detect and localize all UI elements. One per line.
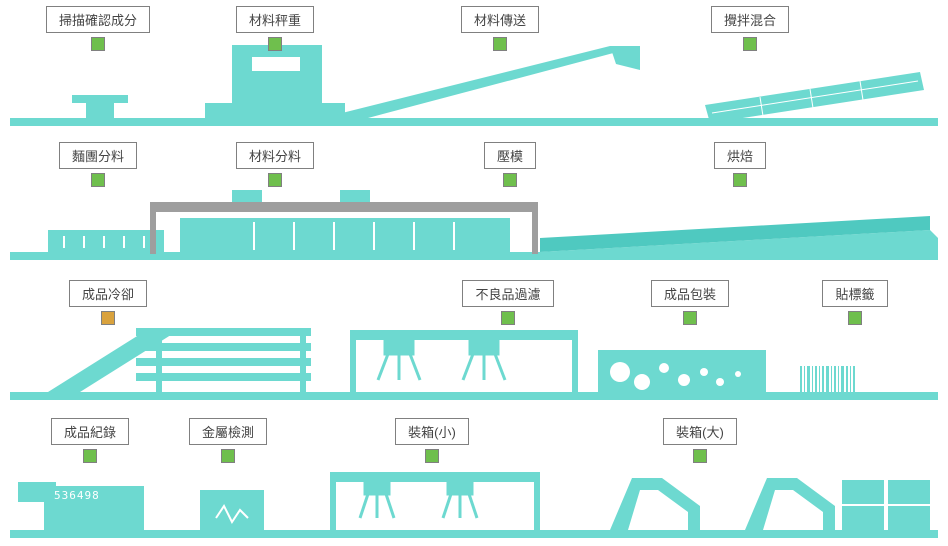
process-node-reject-filter[interactable]: 不良品過濾	[448, 280, 568, 325]
status-indicator	[91, 37, 105, 51]
process-node-label: 烘焙	[714, 142, 766, 169]
status-indicator	[493, 37, 507, 51]
process-node-label: 壓模	[484, 142, 536, 169]
status-indicator	[221, 449, 235, 463]
process-node-cooling[interactable]: 成品冷卻	[48, 280, 168, 325]
process-node-label: 成品紀錄	[51, 418, 129, 445]
process-node-box-large[interactable]: 裝箱(大)	[640, 418, 760, 463]
status-indicator	[743, 37, 757, 51]
process-node-packaging[interactable]: 成品包裝	[630, 280, 750, 325]
status-indicator	[83, 449, 97, 463]
status-indicator	[848, 311, 862, 325]
process-node-baking[interactable]: 烘焙	[680, 142, 800, 187]
process-node-scan-ingredient[interactable]: 掃描確認成分	[38, 6, 158, 51]
process-node-material-transfer[interactable]: 材料傳送	[440, 6, 560, 51]
process-node-metal-detect[interactable]: 金屬檢測	[168, 418, 288, 463]
process-node-label: 不良品過濾	[462, 280, 553, 307]
status-indicator	[268, 173, 282, 187]
status-indicator	[101, 311, 115, 325]
process-node-label: 成品冷卻	[69, 280, 147, 307]
process-node-labeling[interactable]: 貼標籤	[795, 280, 915, 325]
process-node-label: 裝箱(小)	[395, 418, 469, 445]
process-node-dough-split[interactable]: 麵團分料	[38, 142, 158, 187]
process-node-material-weigh[interactable]: 材料秤重	[215, 6, 335, 51]
process-node-record[interactable]: 成品紀錄	[30, 418, 150, 463]
status-indicator	[91, 173, 105, 187]
status-indicator	[501, 311, 515, 325]
process-node-label: 材料傳送	[461, 6, 539, 33]
process-node-label: 金屬檢測	[189, 418, 267, 445]
process-node-mix[interactable]: 攪拌混合	[690, 6, 810, 51]
status-indicator	[683, 311, 697, 325]
process-node-label: 麵團分料	[59, 142, 137, 169]
record-number: 536498	[54, 489, 100, 502]
process-node-label: 材料分料	[236, 142, 314, 169]
process-node-label: 裝箱(大)	[663, 418, 737, 445]
process-node-label: 掃描確認成分	[46, 6, 150, 33]
status-indicator	[733, 173, 747, 187]
status-indicator	[503, 173, 517, 187]
process-node-label: 攪拌混合	[711, 6, 789, 33]
process-node-material-split[interactable]: 材料分料	[215, 142, 335, 187]
status-indicator	[425, 449, 439, 463]
status-indicator	[268, 37, 282, 51]
process-node-label: 貼標籤	[822, 280, 887, 307]
process-node-label: 材料秤重	[236, 6, 314, 33]
process-node-label: 成品包裝	[651, 280, 729, 307]
process-node-molding[interactable]: 壓模	[450, 142, 570, 187]
process-node-box-small[interactable]: 裝箱(小)	[372, 418, 492, 463]
status-indicator	[693, 449, 707, 463]
